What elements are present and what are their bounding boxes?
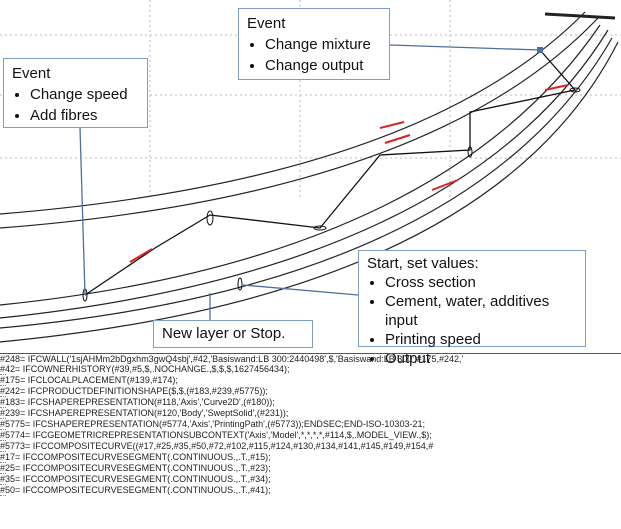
tree-connector xyxy=(0,484,6,485)
leader-lines xyxy=(79,44,541,320)
tree-connector xyxy=(0,374,6,375)
code-line: #50= IFCCOMPOSITECURVESEGMENT(.CONTINUOU… xyxy=(0,485,271,495)
code-line: #25= IFCCOMPOSITECURVESEGMENT(.CONTINUOU… xyxy=(0,463,271,473)
tree-connector xyxy=(0,418,6,419)
code-line: #5775= IFCSHAPEREPRESENTATION(#5774,'Axi… xyxy=(0,419,425,429)
bullet-item: Change speed xyxy=(30,84,139,105)
tree-connector xyxy=(0,407,6,408)
tree-connector xyxy=(0,396,6,397)
tree-connector xyxy=(0,440,6,441)
callout-title: Start, set values: xyxy=(367,255,479,272)
tree-connector xyxy=(0,385,6,386)
new-layer-callout: New layer or Stop. xyxy=(153,320,313,348)
callout-title: Event xyxy=(12,65,51,82)
code-line: #175= IFCLOCALPLACEMENT(#139,#174); xyxy=(0,375,178,385)
drawing xyxy=(0,0,621,343)
callout-label: New layer or Stop. xyxy=(162,325,286,342)
event-left-callout: Event Change speedAdd fibres xyxy=(3,58,148,128)
code-line: #239= IFCSHAPEREPRESENTATION(#120,'Body'… xyxy=(0,408,289,418)
nodes xyxy=(82,87,581,302)
code-line: #248= IFCWALL('1sjAHMm2bDgxhm3gwQ4sbj',#… xyxy=(0,354,464,364)
code-line: #42= IFCOWNERHISTORY(#39,#5,$,.NOCHANGE.… xyxy=(0,364,290,374)
bullet-item: Change mixture xyxy=(265,34,381,55)
bullet-item: Output xyxy=(385,349,577,368)
arrows xyxy=(129,84,569,263)
bullet-item: Printing speed xyxy=(385,330,577,349)
print-path xyxy=(84,49,577,296)
code-line: #5774= IFCGEOMETRICREPRESENTATIONSUBCONT… xyxy=(0,430,432,440)
bullet-item: Change output xyxy=(265,55,381,76)
callout-title: Event xyxy=(247,15,286,32)
tree-connector xyxy=(0,462,6,463)
tree-connector xyxy=(0,451,6,452)
start-callout: Start, set values: Cross sectionCement, … xyxy=(358,250,586,367)
curves xyxy=(0,11,619,343)
tree-connector xyxy=(0,429,6,430)
code-view: #248= IFCWALL('1sjAHMm2bDgxhm3gwQ4sbj',#… xyxy=(0,353,621,529)
event-top-callout: Event Change mixtureChange output xyxy=(238,8,390,80)
bullet-item: Add fibres xyxy=(30,105,139,126)
code-line: #17= IFCCOMPOSITECURVESEGMENT(.CONTINUOU… xyxy=(0,452,271,462)
bullet-item: Cement, water, additives input xyxy=(385,292,577,330)
code-line: #35= IFCCOMPOSITECURVESEGMENT(.CONTINUOU… xyxy=(0,474,271,484)
tree-connector xyxy=(0,495,6,496)
marker xyxy=(537,47,543,53)
tree-connector xyxy=(0,473,6,474)
code-line: #242= IFCPRODUCTDEFINITIONSHAPE($,$,(#18… xyxy=(0,386,268,396)
code-line: #5773= IFCCOMPOSITECURVE((#17,#25,#35,#5… xyxy=(0,441,434,451)
bullet-item: Cross section xyxy=(385,273,577,292)
code-line: #183= IFCSHAPEREPRESENTATION(#118,'Axis'… xyxy=(0,397,275,407)
